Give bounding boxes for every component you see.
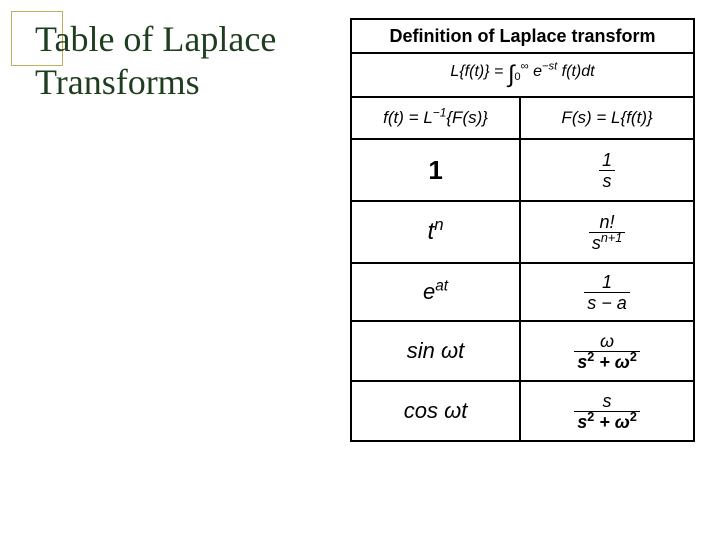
table-cell: eat [351, 263, 520, 321]
table-cell: 1 [351, 139, 520, 201]
table-cell: cos ωt [351, 381, 520, 441]
table-cell: ωs2 + ω2 [520, 321, 694, 381]
laplace-table: Definition of Laplace transformL{f(t)} =… [350, 18, 695, 442]
table-cell: sin ωt [351, 321, 520, 381]
table-cell: f(t) = L−1{F(s)} [351, 97, 520, 139]
table-cell: n!sn+1 [520, 201, 694, 263]
table-cell: Definition of Laplace transform [351, 19, 694, 53]
table-cell: 1s − a [520, 263, 694, 321]
table-cell: 1s [520, 139, 694, 201]
title-line: Transforms [35, 62, 200, 102]
table-cell: tn [351, 201, 520, 263]
table-cell: L{f(t)} = ∫0∞ e−st f(t)dt [351, 53, 694, 97]
table-cell: F(s) = L{f(t)} [520, 97, 694, 139]
slide: Table of LaplaceTransforms Definition of… [0, 0, 720, 540]
page-title: Table of LaplaceTransforms [35, 18, 276, 104]
title-line: Table of Laplace [35, 19, 276, 59]
table-cell: ss2 + ω2 [520, 381, 694, 441]
